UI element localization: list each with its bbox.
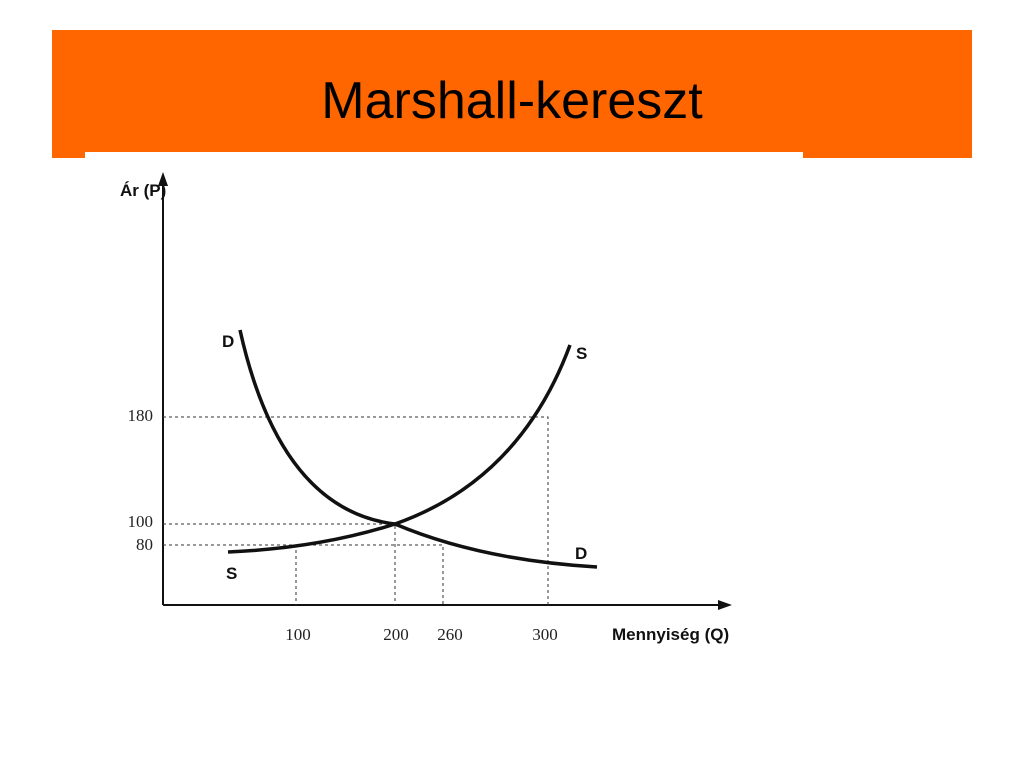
x-tick-label: 200 [383,625,409,644]
supply-curve [227,344,572,554]
curve-label: S [226,564,237,583]
y-tick-label: 80 [136,535,153,554]
x-tick-label: 260 [437,625,463,644]
banner-strip [85,152,803,158]
demand-curve [238,329,598,569]
guide-line [163,544,444,605]
title-banner [52,30,972,158]
y-axis-arrow [158,172,168,186]
y-tick-label: 100 [128,512,154,531]
slide-title: Marshall-kereszt [321,72,703,130]
x-tick-label: 100 [285,625,311,644]
x-tick-label: 300 [532,625,558,644]
curve-label: S [576,344,587,363]
curve-label: D [222,332,234,351]
guide-line [163,523,396,605]
guide-line [163,416,549,605]
curve-label: D [575,544,587,563]
y-tick-label: 180 [128,406,154,425]
x-axis-label: Mennyiség (Q) [612,625,729,644]
x-axis-arrow [718,600,732,610]
y-axis-label: Ár (P) [120,181,166,200]
